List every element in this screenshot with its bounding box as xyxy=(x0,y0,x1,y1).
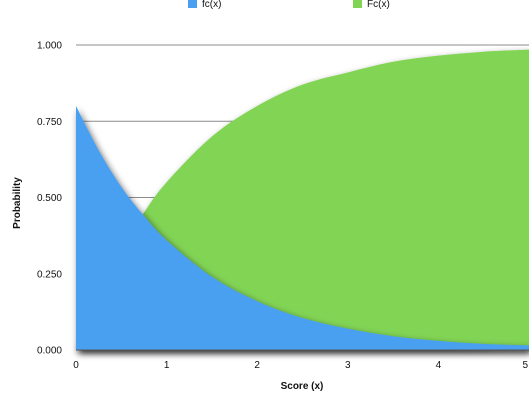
y-tick-label-3: 0.750 xyxy=(37,117,62,128)
legend-label-Fc: Fc(x) xyxy=(367,0,390,10)
x-tick-label-2: 2 xyxy=(254,360,260,371)
y-tick-labels: 0.000 0.250 0.500 0.750 1.000 xyxy=(37,41,62,357)
y-axis-label: Probability xyxy=(12,177,23,229)
y-tick-label-4: 1.000 xyxy=(37,41,62,52)
x-axis-label: Score (x) xyxy=(281,381,324,392)
series-areas xyxy=(76,49,529,350)
x-tick-label-4: 4 xyxy=(436,360,442,371)
x-tick-label-0: 0 xyxy=(73,360,79,371)
y-tick-label-1: 0.250 xyxy=(37,269,62,280)
y-tick-label-0: 0.000 xyxy=(37,346,62,357)
legend-swatch-Fc xyxy=(353,0,362,8)
legend: fc(x) Fc(x) xyxy=(188,0,390,10)
area-fc xyxy=(76,106,529,350)
x-tick-label-3: 3 xyxy=(345,360,351,371)
x-tick-labels: 0 1 2 3 4 5 xyxy=(73,360,528,371)
y-tick-label-2: 0.500 xyxy=(37,193,62,204)
legend-swatch-fc xyxy=(188,0,197,8)
legend-label-fc: fc(x) xyxy=(202,0,221,10)
x-tick-label-5: 5 xyxy=(522,360,528,371)
x-tick-label-1: 1 xyxy=(164,360,170,371)
